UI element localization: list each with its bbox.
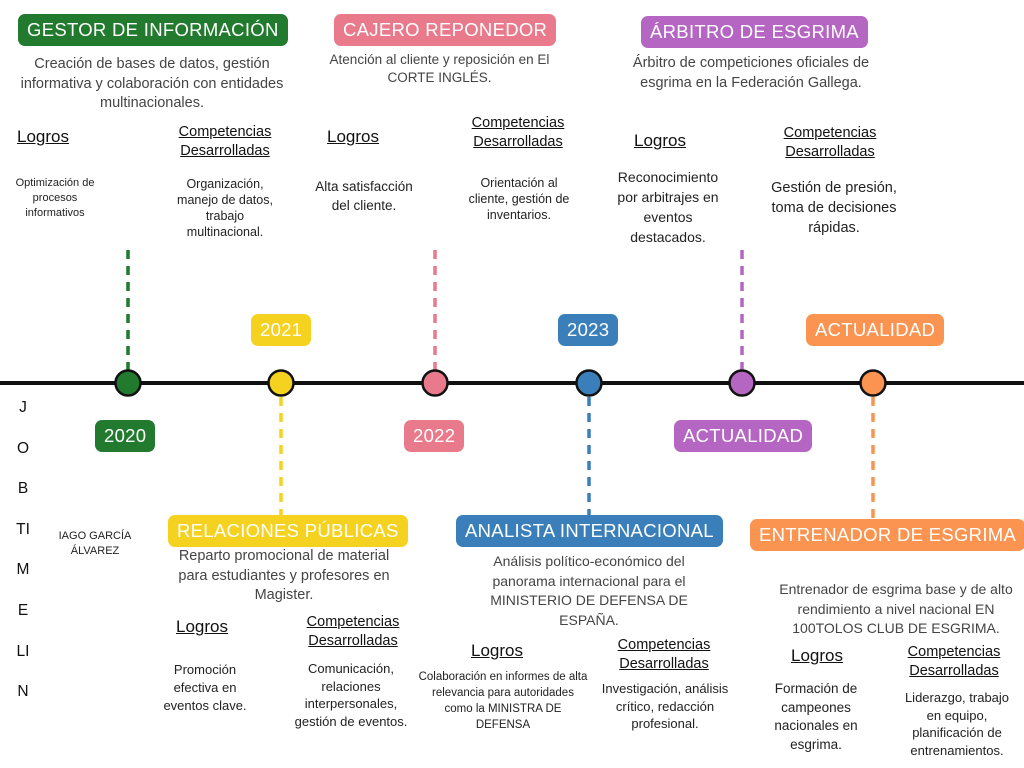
logros-text-relaciones: Promoción efectiva en eventos clave.	[163, 662, 247, 713]
side-letter: E	[17, 601, 29, 619]
competencias-text-gestor: Organización, manejo de datos, trabajo m…	[177, 177, 273, 239]
job-title-analista: ANALISTA INTERNACIONAL	[456, 515, 723, 547]
job-description-gestor: Creación de bases de datos, gestión info…	[20, 56, 284, 111]
side-letter: TI	[16, 520, 30, 538]
job-description-cajero: Atención al cliente y reposición en El C…	[329, 52, 550, 85]
node-2022	[421, 369, 449, 397]
competencias-text-arbitro: Gestión de presión, toma de decisiones r…	[771, 180, 897, 236]
side-letter: LI	[16, 642, 30, 660]
side-letter: M	[16, 561, 30, 579]
competencias-heading-gestor: Competencias Desarrolladas	[178, 124, 272, 159]
competencias-text-entrenador: Liderazgo, trabajo en equipo, planificac…	[904, 690, 1010, 758]
side-letter: B	[17, 480, 29, 498]
job-description-entrenador: Entrenador de esgrima base y de alto ren…	[779, 581, 1013, 636]
job-title-arbitro: ÁRBITRO DE ESGRIMA	[641, 16, 868, 48]
competencias-heading-arbitro: Competencias Desarrolladas	[783, 125, 877, 160]
job-title-entrenador: ENTRENADOR DE ESGRIMA	[750, 519, 1024, 551]
logros-text-entrenador: Formación de campeones nacionales en esg…	[774, 681, 858, 752]
logros-text-gestor: Optimización de procesos informativos	[15, 177, 95, 219]
job-title-cajero: CAJERO REPONEDOR	[334, 14, 557, 46]
year-label-2023: 2023	[558, 314, 619, 346]
node-2021	[267, 369, 295, 397]
job-description-analista: Análisis político-económico del panorama…	[490, 553, 688, 628]
competencias-heading-relaciones: Competencias Desarrolladas	[306, 614, 400, 649]
year-label-actualidad-purple: ACTUALIDAD	[674, 420, 813, 452]
year-label-2021: 2021	[251, 314, 312, 346]
side-letter: J	[19, 399, 27, 416]
job-title-relaciones: RELACIONES PÚBLICAS	[168, 515, 408, 547]
node-2020	[114, 369, 142, 397]
person-name: IAGO GARCÍA ÁLVAREZ	[58, 530, 132, 557]
logros-heading-cajero: Logros	[327, 127, 379, 146]
logros-heading-entrenador: Logros	[791, 646, 843, 665]
competencias-heading-analista: Competencias Desarrolladas	[617, 637, 711, 672]
side-letter: O	[16, 439, 30, 457]
year-label-2022: 2022	[404, 420, 465, 452]
logros-text-cajero: Alta satisfacción del cliente.	[315, 179, 413, 213]
node-actualidad-orange	[859, 369, 887, 397]
competencias-text-cajero: Orientación al cliente, gestión de inven…	[468, 176, 570, 222]
competencias-heading-entrenador: Competencias Desarrolladas	[907, 644, 1001, 679]
competencias-heading-cajero: Competencias Desarrolladas	[471, 115, 565, 150]
logros-heading-gestor: Logros	[17, 127, 69, 146]
node-2023	[575, 369, 603, 397]
competencias-text-analista: Investigación, análisis crítico, redacci…	[601, 681, 729, 731]
logros-text-arbitro: Reconocimiento por arbitrajes en eventos…	[617, 169, 719, 245]
side-letter: N	[17, 683, 29, 701]
logros-heading-arbitro: Logros	[634, 131, 686, 150]
job-description-arbitro: Árbitro de competiciones oficiales de es…	[632, 55, 870, 91]
logros-heading-analista: Logros	[471, 641, 523, 660]
year-label-actualidad-orange: ACTUALIDAD	[806, 314, 945, 346]
job-description-relaciones: Reparto promocional de material para est…	[178, 548, 390, 603]
side-label-job-timeline: J O B TI M E LI N	[10, 396, 36, 721]
logros-text-analista: Colaboración en informes de alta relevan…	[418, 671, 588, 731]
logros-heading-relaciones: Logros	[176, 617, 228, 636]
job-title-gestor: GESTOR DE INFORMACIÓN	[18, 14, 288, 46]
node-actualidad-purple	[728, 369, 756, 397]
competencias-text-relaciones: Comunicación, relaciones interpersonales…	[294, 661, 408, 729]
year-label-2020: 2020	[95, 420, 156, 452]
